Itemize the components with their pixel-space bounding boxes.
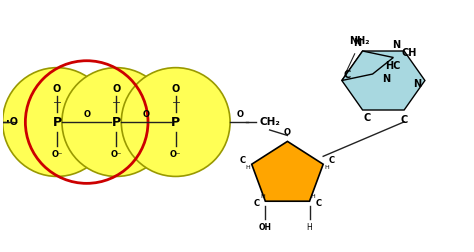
Text: C: C: [329, 156, 335, 165]
Circle shape: [3, 68, 111, 176]
Text: N: N: [383, 74, 391, 84]
Text: O⁻: O⁻: [110, 150, 122, 159]
Text: CH: CH: [401, 48, 417, 57]
Text: C: C: [364, 113, 371, 123]
Text: C: C: [315, 199, 321, 208]
Text: O: O: [83, 110, 90, 119]
Text: OH: OH: [259, 224, 272, 232]
Text: C: C: [240, 156, 246, 165]
Text: O: O: [143, 110, 149, 119]
Text: O: O: [284, 128, 291, 137]
Text: H: H: [246, 165, 250, 170]
Text: O: O: [172, 84, 180, 94]
Text: C: C: [401, 115, 408, 125]
Circle shape: [121, 68, 230, 176]
Text: O: O: [112, 84, 120, 94]
Text: P: P: [53, 116, 62, 129]
Text: HC: HC: [385, 61, 401, 71]
Text: C: C: [254, 199, 259, 208]
Text: C: C: [343, 70, 350, 80]
Text: —: —: [8, 117, 18, 127]
Text: H: H: [325, 165, 329, 170]
Text: O⁻: O⁻: [170, 150, 182, 159]
Text: O: O: [237, 110, 244, 119]
Text: H: H: [307, 224, 312, 232]
Text: N: N: [354, 38, 362, 48]
Text: NH₂: NH₂: [349, 36, 370, 46]
Text: H: H: [310, 194, 315, 199]
Circle shape: [62, 68, 171, 176]
Text: CH₂: CH₂: [259, 117, 280, 127]
Text: N: N: [413, 79, 421, 89]
Text: ·O: ·O: [6, 117, 18, 127]
Text: O⁻: O⁻: [51, 150, 63, 159]
Polygon shape: [342, 51, 425, 110]
Text: H: H: [260, 194, 265, 199]
Text: P: P: [171, 116, 180, 129]
Text: O: O: [53, 84, 61, 94]
Polygon shape: [252, 141, 323, 201]
Text: P: P: [112, 116, 121, 129]
Text: N: N: [392, 40, 400, 50]
Polygon shape: [342, 51, 393, 80]
